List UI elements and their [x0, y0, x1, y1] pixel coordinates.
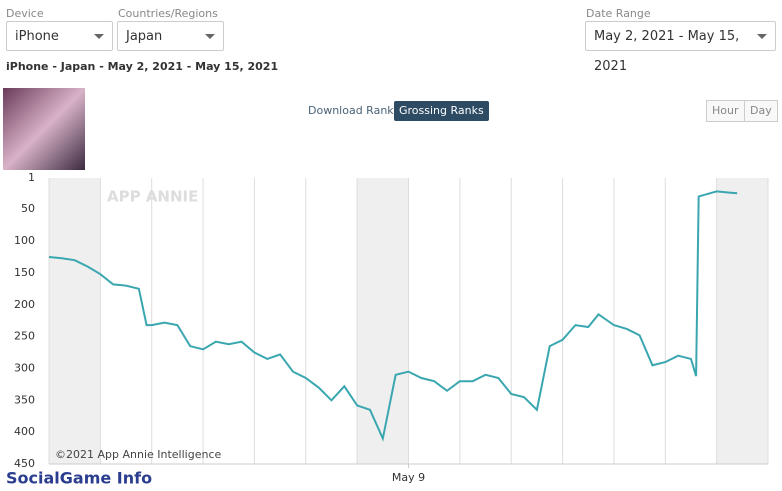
copyright: ©2021 App Annie Intelligence — [55, 448, 222, 461]
weekend-band — [357, 178, 409, 464]
y-tick-label: 50 — [21, 202, 35, 215]
watermark: APP ANNIE — [107, 188, 198, 206]
tab[interactable]: Grossing Ranks — [394, 101, 489, 121]
x-tick-label: May 9 — [392, 471, 425, 484]
device-select[interactable]: iPhone — [6, 21, 113, 51]
y-tick-label: 200 — [14, 298, 35, 311]
y-tick-label: 450 — [14, 457, 35, 470]
y-tick-label: 150 — [14, 266, 35, 279]
app-icon — [3, 88, 85, 170]
y-tick-label: 350 — [14, 393, 35, 406]
tab[interactable]: Download Ranks — [308, 104, 400, 117]
y-tick-label: 100 — [14, 234, 35, 247]
region-label: Countries/Regions — [118, 7, 218, 20]
region-select[interactable]: Japan — [117, 21, 224, 51]
granularity-button[interactable]: Day — [744, 100, 778, 122]
y-tick-label: 400 — [14, 425, 35, 438]
date-select[interactable]: May 2, 2021 - May 15, 2021 — [585, 21, 776, 74]
date-label: Date Range — [586, 7, 651, 20]
y-tick-label: 250 — [14, 330, 35, 343]
y-tick-label: 300 — [14, 361, 35, 374]
footer-logo: SocialGame Info — [6, 469, 152, 488]
y-tick-label: 1 — [28, 171, 35, 184]
weekend-band — [716, 178, 768, 464]
rank-line — [48, 190, 738, 442]
granularity-button[interactable]: Hour — [706, 100, 745, 122]
weekend-band — [49, 178, 101, 464]
device-label: Device — [6, 7, 44, 20]
summary: iPhone - Japan - May 2, 2021 - May 15, 2… — [6, 60, 279, 73]
